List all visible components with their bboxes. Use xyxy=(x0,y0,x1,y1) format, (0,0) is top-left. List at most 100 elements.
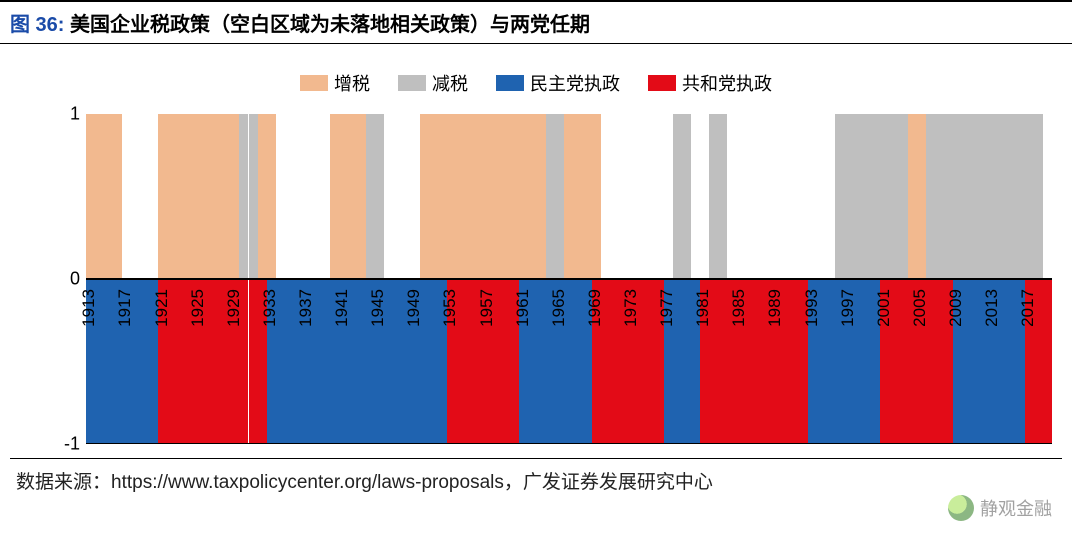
zero-axis-line xyxy=(86,278,1052,280)
party-term-bar xyxy=(249,279,258,444)
tax-policy-bar xyxy=(917,114,926,279)
x-axis-label: 1977 xyxy=(657,289,677,327)
tax-policy-bar xyxy=(989,114,998,279)
legend-item: 共和党执政 xyxy=(648,70,772,96)
tax-policy-bar xyxy=(880,114,889,279)
tax-policy-bar xyxy=(971,114,980,279)
tax-policy-bar xyxy=(844,114,853,279)
source-prefix: 数据来源： xyxy=(16,472,111,493)
tax-policy-bar xyxy=(212,114,221,279)
party-term-bar xyxy=(754,279,763,444)
party-term-bar xyxy=(1007,279,1016,444)
tax-policy-bar xyxy=(889,114,898,279)
y-tick: -1 xyxy=(50,434,80,455)
tax-policy-bar xyxy=(853,114,862,279)
legend-item: 民主党执政 xyxy=(496,70,620,96)
party-term-bar xyxy=(899,279,908,444)
tax-policy-bar xyxy=(1016,114,1025,279)
party-term-bar xyxy=(537,279,546,444)
legend-swatch xyxy=(398,75,426,91)
y-tick: 1 xyxy=(50,104,80,125)
tax-policy-bar xyxy=(357,114,366,279)
legend-swatch xyxy=(496,75,524,91)
legend-swatch xyxy=(300,75,328,91)
tax-policy-bar xyxy=(330,114,339,279)
plot-region: 1913191719211925192919331937194119451949… xyxy=(86,114,1052,444)
party-term-bar xyxy=(140,279,149,444)
source-text: https://www.taxpolicycenter.org/laws-pro… xyxy=(111,472,713,493)
tax-policy-bar xyxy=(583,114,592,279)
x-axis-label: 1937 xyxy=(296,289,316,327)
legend-label: 共和党执政 xyxy=(682,70,772,96)
tax-policy-bar xyxy=(474,114,483,279)
tax-policy-bar xyxy=(871,114,880,279)
party-term-bar xyxy=(935,279,944,444)
x-axis-label: 2001 xyxy=(874,289,894,327)
x-axis-label: 2005 xyxy=(910,289,930,327)
x-axis-label: 1949 xyxy=(404,289,424,327)
party-term-bar xyxy=(790,279,799,444)
tax-policy-bar xyxy=(510,114,519,279)
tax-policy-bar xyxy=(899,114,908,279)
x-axis-label: 1985 xyxy=(729,289,749,327)
party-term-bar xyxy=(465,279,474,444)
party-term-bar xyxy=(646,279,655,444)
tax-policy-bar xyxy=(574,114,583,279)
tax-policy-bar xyxy=(835,114,844,279)
legend-label: 民主党执政 xyxy=(530,70,620,96)
legend-item: 增税 xyxy=(300,70,370,96)
tax-policy-bar xyxy=(447,114,456,279)
tax-policy-bar xyxy=(935,114,944,279)
x-axis-label: 1953 xyxy=(440,289,460,327)
party-term-bar xyxy=(429,279,438,444)
tax-policy-bar xyxy=(709,114,718,279)
legend-label: 减税 xyxy=(432,70,468,96)
x-axis-label: 1981 xyxy=(693,289,713,327)
tax-policy-bar xyxy=(348,114,357,279)
x-axis-label: 1969 xyxy=(585,289,605,327)
x-axis-label: 1961 xyxy=(513,289,533,327)
tax-policy-bar xyxy=(1007,114,1016,279)
tax-policy-bar xyxy=(221,114,230,279)
x-axis-label: 1941 xyxy=(332,289,352,327)
party-term-bar xyxy=(610,279,619,444)
tax-policy-bar xyxy=(492,114,501,279)
party-term-bar xyxy=(1043,279,1052,444)
x-axis-label: 2009 xyxy=(946,289,966,327)
tax-policy-bar xyxy=(230,114,239,279)
tax-policy-bar xyxy=(438,114,447,279)
tax-policy-bar xyxy=(564,114,573,279)
tax-policy-bar xyxy=(998,114,1007,279)
party-term-bar xyxy=(212,279,221,444)
tax-policy-bar xyxy=(420,114,429,279)
tax-policy-bar xyxy=(908,114,917,279)
tax-policy-bar xyxy=(158,114,167,279)
party-term-bar xyxy=(357,279,366,444)
tax-policy-bar xyxy=(862,114,871,279)
tax-policy-bar xyxy=(86,114,95,279)
legend-swatch xyxy=(648,75,676,91)
tax-policy-bar xyxy=(537,114,546,279)
legend: 增税 减税 民主党执政 共和党执政 xyxy=(0,44,1072,114)
tax-policy-bar xyxy=(194,114,203,279)
tax-policy-bar xyxy=(113,114,122,279)
tax-policy-bar xyxy=(203,114,212,279)
party-term-bar xyxy=(574,279,583,444)
party-term-bar xyxy=(104,279,113,444)
x-axis-label: 1957 xyxy=(477,289,497,327)
x-axis-label: 1933 xyxy=(260,289,280,327)
tax-policy-bar xyxy=(95,114,104,279)
x-axis-label: 1989 xyxy=(765,289,785,327)
x-axis-label: 2017 xyxy=(1018,289,1038,327)
tax-policy-bar xyxy=(718,114,727,279)
legend-label: 增税 xyxy=(334,70,370,96)
tax-policy-bar xyxy=(962,114,971,279)
data-source: 数据来源：https://www.taxpolicycenter.org/law… xyxy=(0,459,1072,494)
x-axis-label: 1997 xyxy=(838,289,858,327)
tax-policy-bar xyxy=(375,114,384,279)
tax-policy-bar xyxy=(429,114,438,279)
x-axis-label: 1917 xyxy=(115,289,135,327)
party-term-bar xyxy=(826,279,835,444)
tax-policy-bar xyxy=(1034,114,1043,279)
party-term-bar xyxy=(862,279,871,444)
